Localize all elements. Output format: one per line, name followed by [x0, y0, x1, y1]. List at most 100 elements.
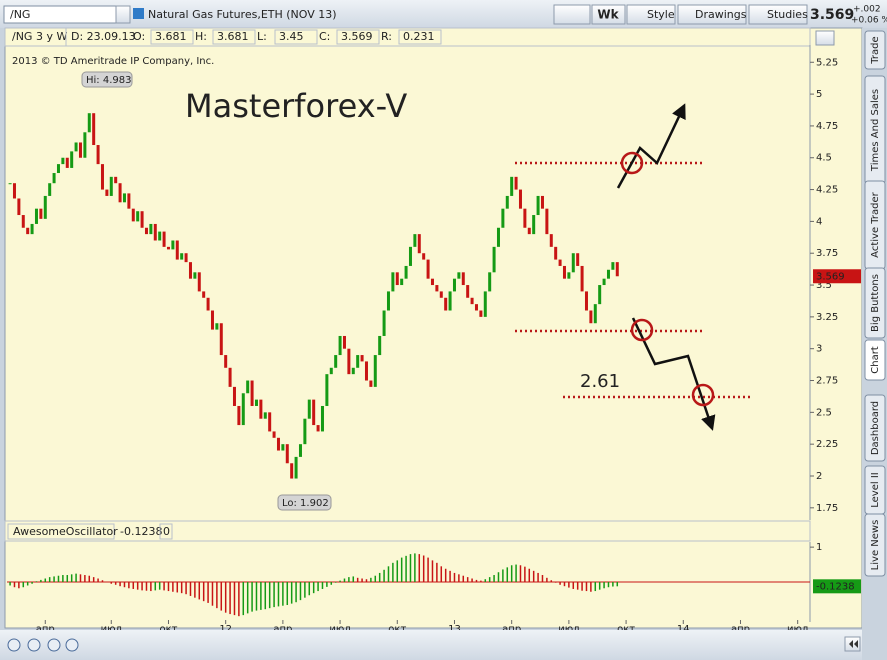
oscillator-bar	[286, 582, 289, 606]
oscillator-bar	[92, 577, 95, 582]
oscillator-bar	[273, 582, 275, 608]
symbol-dropdown[interactable]	[115, 5, 131, 24]
candle-body	[307, 399, 311, 419]
bottom-bar	[0, 630, 862, 660]
aggregation-button[interactable]	[591, 4, 626, 25]
candle-body	[391, 272, 395, 292]
tool-button[interactable]	[553, 4, 591, 25]
oscillator-bar	[180, 582, 183, 594]
oscillator-bar	[260, 582, 262, 610]
oscillator-bar	[383, 569, 385, 582]
oscillator-bar	[585, 582, 588, 592]
oscillator-header	[4, 520, 811, 542]
y-tick-label: 2	[816, 471, 822, 482]
candle-body	[171, 240, 175, 250]
oscillator-bar	[70, 574, 73, 582]
candle-body	[8, 183, 12, 185]
x-tick-label: июл	[329, 624, 350, 635]
candle-body	[268, 412, 272, 432]
candle-body	[430, 278, 434, 286]
candle-body	[448, 291, 452, 311]
oscillator-bar	[141, 582, 143, 591]
oscillator-bar	[537, 572, 539, 582]
oscillator-bar	[132, 582, 135, 589]
zoom-reset[interactable]	[65, 638, 79, 652]
zoom-in[interactable]	[7, 638, 21, 652]
oscillator-bar	[515, 564, 517, 582]
candle-body	[386, 291, 390, 311]
circle	[691, 383, 715, 407]
candle-body	[228, 367, 232, 387]
candle-body	[61, 157, 65, 165]
oscillator-bar	[9, 582, 11, 586]
sidebar-tab[interactable]	[864, 30, 886, 70]
oscillator-bar	[524, 566, 526, 582]
candle-body	[246, 380, 250, 394]
oscillator-bar	[453, 572, 456, 582]
y-tick-label: 4.25	[816, 185, 838, 196]
candle-body	[197, 272, 201, 292]
info-field-box	[336, 29, 380, 45]
sidebar-tab[interactable]	[864, 339, 886, 381]
study-name-box	[7, 523, 115, 540]
info-field-box	[398, 29, 442, 45]
drawings-label: Drawings	[695, 8, 747, 21]
candle-body	[263, 412, 267, 419]
oscillator-bar	[282, 582, 284, 606]
oscillator-bar	[123, 582, 126, 588]
sidebar-tab[interactable]	[864, 394, 886, 462]
candle-body	[87, 113, 91, 133]
oscillator-bar	[550, 580, 553, 582]
candle-body	[492, 246, 496, 273]
oscillator-bar	[277, 582, 280, 607]
drawings-button[interactable]	[677, 4, 747, 25]
y-tick-label: 4.5	[816, 153, 832, 164]
oscillator-bar	[493, 575, 495, 582]
candle-body	[413, 234, 417, 247]
sidebar-tab[interactable]	[864, 267, 886, 339]
candle-body	[527, 227, 531, 235]
oscillator-bar	[75, 573, 77, 582]
chart-settings[interactable]	[815, 30, 835, 46]
candle-body	[202, 291, 206, 298]
info-field-box	[212, 29, 256, 45]
candle-body	[118, 183, 122, 203]
zoom-fit[interactable]	[47, 638, 61, 652]
candle-body	[549, 234, 553, 247]
candle-body	[250, 380, 254, 406]
candle-body	[439, 291, 443, 298]
studies-button[interactable]	[748, 4, 808, 25]
candle-body	[351, 367, 355, 375]
info-fields: O: 3.681 H: 3.681 L: 3.45 C: 3.569 R: 0.231	[133, 29, 442, 45]
y-tick-label: 2.5	[816, 407, 832, 418]
candle-body	[316, 425, 320, 432]
candle-body	[518, 189, 522, 209]
y-tick-label: 4	[816, 216, 822, 227]
y-tick-label: 1	[816, 542, 822, 553]
candle-body	[408, 246, 412, 266]
sidebar-tab-label: Dashboard	[870, 401, 881, 455]
info-field-label: H:	[195, 30, 207, 43]
level-lines	[515, 161, 752, 399]
zoom-out[interactable]	[27, 638, 41, 652]
oscillator-bar	[57, 575, 60, 582]
oscillator-bar	[405, 555, 407, 582]
oscillator-bar	[290, 582, 293, 604]
info-field-box	[274, 29, 318, 45]
candle-body	[131, 208, 135, 222]
candle-body	[70, 151, 74, 168]
oscillator-bar	[603, 582, 605, 589]
oscillator-bar	[119, 582, 121, 587]
candle-body	[232, 386, 236, 406]
style-button[interactable]	[626, 4, 676, 25]
oscillator-bar	[532, 570, 535, 582]
candle-body	[224, 355, 228, 368]
candle-body	[558, 259, 562, 266]
sidebar-tab[interactable]	[864, 513, 886, 577]
candle-body	[320, 405, 324, 432]
info-date: D: 23.09.13	[71, 30, 136, 43]
price-pane: 5.25 5 4.75 4.5 4.25 4 3.75 3.5 3.25 3 2.75 2.5 2.25…	[8, 45, 861, 520]
oscillator-bar	[53, 576, 55, 582]
candle-body	[312, 399, 316, 426]
oscillator-bar	[444, 568, 447, 582]
